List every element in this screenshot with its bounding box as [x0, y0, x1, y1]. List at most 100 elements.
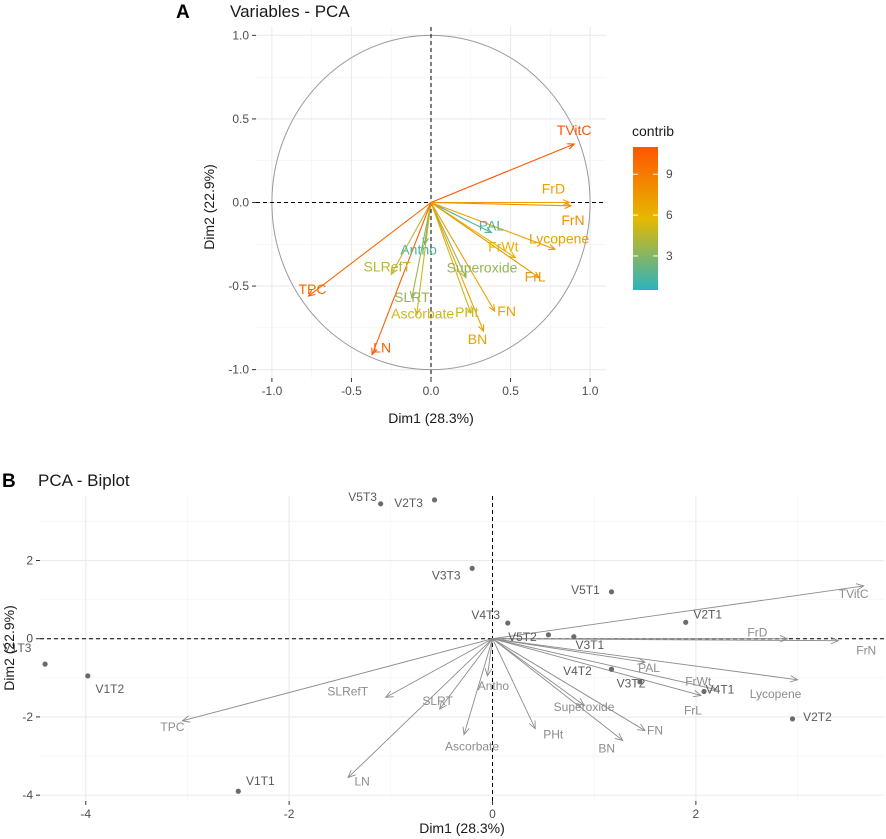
biplot-arrow-pal [492, 638, 647, 665]
individual-point-v5t2 [545, 632, 552, 638]
panel-b-arrows [181, 583, 865, 779]
panel-b-letter: B [2, 471, 16, 492]
individual-label-v3t2: V3T2 [617, 677, 646, 691]
individual-point-v5t1 [608, 589, 615, 595]
arrow-pht [430, 202, 472, 315]
arrow-superoxide [430, 202, 467, 279]
individual-label-v3t1: V3T1 [576, 638, 605, 652]
biplot-variable-label-slreft: SLRefT [327, 684, 368, 698]
biplot-arrow-ascorbate [462, 638, 493, 736]
variable-label-pal: PAL [479, 218, 505, 234]
variable-label-tpc: TPC [299, 281, 327, 297]
individual-point-v4t3 [505, 620, 511, 626]
biplot-variable-label-bn: BN [598, 741, 615, 755]
individual-label-v2t1: V2T1 [693, 607, 722, 621]
variable-label-bn: BN [468, 331, 487, 347]
biplot-arrow-tpc [181, 638, 493, 723]
variable-label-tvitc: TVitC [557, 122, 592, 138]
individual-point-v1t2 [85, 673, 91, 679]
biplot-arrow-frl [492, 638, 703, 698]
arrow-tvitc [430, 143, 576, 204]
individual-point-v1t3 [42, 661, 48, 667]
biplot-variable-label-antho: Antho [478, 679, 510, 693]
individual-point-v3t2 [637, 679, 643, 685]
panel-a-y-ticks: -1.0 -0.5 0.0 0.5 1.0 [228, 28, 256, 377]
panel-a-x-axis-title: Dim1 (28.3%) [388, 410, 474, 426]
biplot-arrow-slreft [384, 638, 493, 698]
panel-b-y-ticks: -4 -2 0 2 [22, 554, 40, 802]
individual-label-v2t3: V2T3 [394, 496, 423, 510]
individual-point-v4t2 [608, 666, 615, 672]
arrow-ascorbate [414, 202, 432, 316]
biplot-variable-label-ln: LN [354, 775, 369, 789]
variable-label-frl: FrL [525, 269, 546, 285]
y-tick-label: 1.0 [232, 28, 249, 42]
x-tick-label: 0 [489, 807, 496, 821]
panel-a-letter: A [176, 2, 190, 23]
y-tick-label: -4 [22, 788, 33, 802]
arrow-bn [430, 202, 485, 333]
biplot-arrow-slrt [438, 638, 493, 710]
y-tick-label: -0.5 [228, 279, 249, 293]
variable-label-superoxide: Superoxide [447, 260, 518, 276]
x-tick-label: -2 [284, 807, 295, 821]
variable-label-ln: LN [373, 340, 391, 356]
individual-label-v5t3: V5T3 [348, 490, 377, 504]
individual-point-v2t2 [789, 716, 796, 722]
x-tick-label: 0.0 [423, 384, 440, 398]
biplot-variable-label-lycopene: Lycopene [750, 687, 802, 701]
variable-label-slrt: SLRT [394, 289, 430, 305]
x-tick-label: 2 [693, 807, 700, 821]
individual-label-v5t2: V5T2 [508, 630, 537, 644]
biplot-arrow-fn [492, 638, 646, 732]
arrow-frl [430, 202, 541, 279]
variable-label-frwt: FrWt [488, 239, 518, 255]
y-tick-label: -1.0 [228, 363, 249, 377]
panel-b-x-ticks: -4 -2 0 2 [80, 801, 700, 821]
variable-label-ascorbate: Ascorbate [391, 305, 454, 321]
panel-b-y-axis-title: Dim2 (22.9%) [1, 605, 17, 691]
arrow-ln [371, 202, 432, 356]
panel-b-individual-labels: V5T3 V2T3 V3T3 V5T1 V2T1 V4T3 V1T3 V1T2 V5T2 V3T1… [3, 490, 832, 788]
x-tick-label: -1.0 [262, 384, 283, 398]
panel-b-title: PCA - Biplot [38, 471, 130, 490]
biplot-arrow-frn [492, 636, 840, 645]
biplot-arrow-superoxide [492, 638, 585, 706]
biplot-arrow-ln [347, 638, 493, 779]
panel-a-y-axis-title: Dim2 (22.9%) [201, 164, 217, 250]
panel-a-title: Variables - PCA [230, 2, 350, 21]
y-tick-label: 0.5 [232, 112, 249, 126]
variable-label-antho: Antho [400, 241, 437, 257]
legend-tick-label: 9 [666, 167, 673, 181]
y-tick-label: 0 [26, 632, 33, 646]
arrow-slreft [390, 202, 432, 276]
individual-label-v3t3: V3T3 [432, 568, 461, 582]
legend-ticks: 3 6 9 [633, 167, 673, 263]
arrow-frn [430, 201, 573, 210]
arrow-tpc [307, 202, 432, 297]
legend-tick-label: 6 [666, 208, 673, 222]
panel-b-plot-area [40, 496, 884, 801]
panel-a-x-ticks: -1.0 -0.5 0.0 0.5 1.0 [262, 378, 599, 398]
biplot-variable-label-tvitc: TVitC [839, 587, 869, 601]
individual-label-v1t3: V1T3 [3, 641, 32, 655]
x-tick-label: -0.5 [341, 384, 362, 398]
arrow-slrt [409, 202, 432, 300]
y-tick-label: -2 [22, 710, 33, 724]
individual-point-v5t3 [378, 501, 384, 507]
legend-title: contrib [632, 123, 674, 139]
biplot-arrow-frwt [492, 638, 718, 692]
biplot-variable-label-pht: PHt [543, 728, 564, 742]
arrow-frd [431, 199, 571, 206]
biplot-variable-label-frl: FrL [684, 703, 702, 717]
biplot-variable-label-frn: FrN [856, 644, 876, 658]
biplot-variable-label-superoxide: Superoxide [554, 700, 615, 714]
legend-tick-label: 3 [666, 249, 673, 263]
biplot-variable-label-tpc: TPC [160, 720, 184, 734]
individual-label-v5t1: V5T1 [571, 583, 600, 597]
biplot-arrow-bn [492, 638, 624, 742]
biplot-variable-label-fn: FN [647, 724, 663, 738]
individual-label-v1t1: V1T1 [246, 774, 275, 788]
variable-label-slreft: SLRefT [363, 258, 411, 274]
individual-label-v4t3: V4T3 [471, 608, 500, 622]
